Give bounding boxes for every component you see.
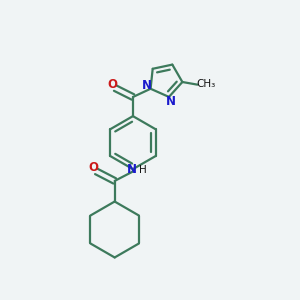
Text: N: N: [165, 95, 176, 108]
Text: N: N: [142, 79, 152, 92]
Text: CH₃: CH₃: [196, 79, 215, 89]
Text: O: O: [107, 78, 117, 91]
Text: N: N: [127, 163, 137, 176]
Text: O: O: [88, 161, 98, 175]
Text: H: H: [140, 165, 147, 175]
